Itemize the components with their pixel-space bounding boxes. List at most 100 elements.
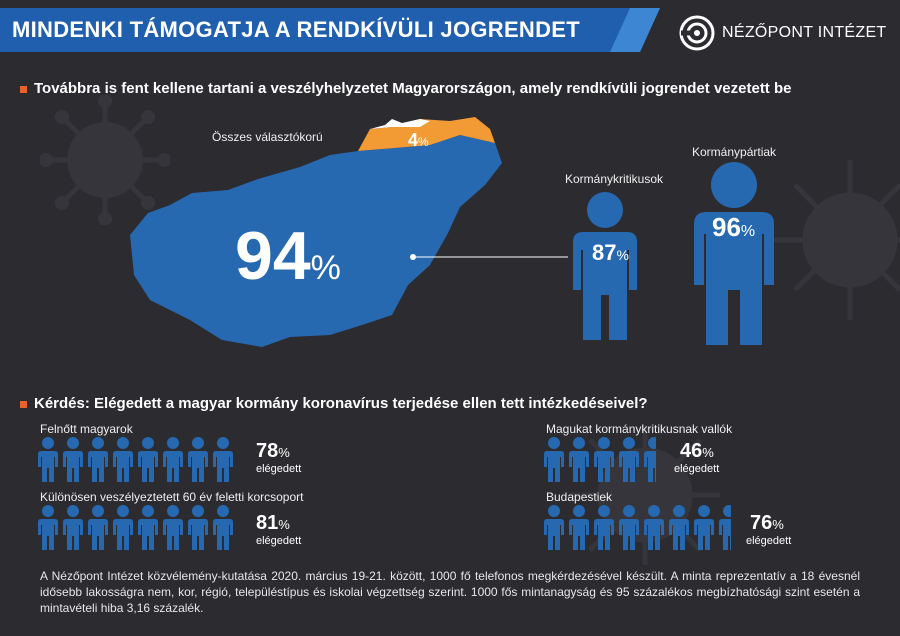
value-kritikus-87: 87% [592, 240, 629, 265]
value-60-ev-81: 81% [256, 512, 290, 534]
section1-question: Továbbra is fent kellene tartani a veszé… [34, 80, 792, 97]
pictogram-person [594, 505, 614, 550]
label-kormanykritikusok: Kormánykritikusok [565, 172, 664, 186]
value-kritikusnak-46: 46% [680, 440, 714, 462]
pictogram-person-body [213, 451, 233, 482]
pictogram-person-head [598, 505, 610, 517]
pictogram-person [694, 505, 714, 550]
pictogram-budapestiek [544, 505, 731, 550]
pictogram-person [63, 505, 83, 550]
pictogram-person-body [188, 451, 208, 482]
label-elegedett: elégedett [256, 463, 302, 475]
pictogram-person [113, 437, 133, 482]
label-osszes: Összes választókorú [212, 130, 323, 144]
pictogram-person [38, 437, 58, 482]
pictogram-person-body [63, 451, 83, 482]
pictogram-person [138, 437, 158, 482]
pictogram-person [669, 505, 689, 550]
title-banner [0, 8, 660, 52]
footnote: A Nézőpont Intézet közvélemény-kutatása … [40, 569, 860, 615]
pictogram-person-body [38, 519, 58, 550]
pictogram-person [188, 505, 208, 550]
pictogram-person-body [619, 451, 639, 482]
pictogram-person [163, 437, 183, 482]
pictogram-person [619, 437, 639, 482]
value-parti-96: 96% [712, 212, 756, 242]
pictogram-person-head [142, 505, 154, 517]
pictogram-person-body [544, 519, 564, 550]
label-kormanykritikusnak-vallok: Magukat kormánykritikusnak vallók [546, 422, 733, 436]
pictogram-person-head [92, 437, 104, 449]
pictogram-person-head [623, 437, 635, 449]
pictogram-person-head [192, 437, 204, 449]
pictogram-person-head [92, 505, 104, 517]
pictogram-person-body [569, 451, 589, 482]
value-budapestiek-76: 76% [750, 512, 784, 534]
label-elegedett: elégedett [674, 463, 720, 475]
pictogram-person-head [548, 437, 560, 449]
value-osszes-94: 94% [235, 218, 341, 294]
label-kormanypartiak: Kormánypártiak [692, 145, 777, 159]
pictogram-person-body [88, 519, 108, 550]
pictogram-person-body [63, 519, 83, 550]
nezopont-logo-icon [679, 15, 715, 51]
pictogram-person-head [548, 505, 560, 517]
pictogram-person-body [694, 519, 714, 550]
pictogram-person-partial [719, 505, 731, 550]
pictogram-person-head [598, 437, 610, 449]
pictogram-person [544, 505, 564, 550]
value-number: 76 [750, 512, 773, 534]
pictogram-person-body [163, 451, 183, 482]
value-number: 87 [592, 240, 617, 265]
pictogram-person-body [38, 451, 58, 482]
pictogram-person-head [648, 505, 660, 517]
pictogram-person-body [163, 519, 183, 550]
virus-decoration-bottom [570, 425, 720, 565]
label-elegedett: elégedett [256, 535, 302, 547]
pictogram-person-head [167, 505, 179, 517]
pictogram-person-head [42, 505, 54, 517]
pictogram-person-body [138, 519, 158, 550]
value-nem-4: 4% [408, 130, 429, 150]
value-number: 4 [408, 130, 419, 150]
pictogram-person-body [644, 519, 664, 550]
pictogram-person [38, 505, 58, 550]
pictogram-person [569, 437, 589, 482]
pictogram-person-body [569, 519, 589, 550]
pictogram-person-head [117, 437, 129, 449]
pictogram-person [113, 505, 133, 550]
pictogram-person [213, 437, 233, 482]
pictogram-person-body [619, 519, 639, 550]
pictogram-person-body [719, 519, 731, 550]
pictogram-person [594, 437, 614, 482]
pictogram-person-body [213, 519, 233, 550]
value-number: 46 [680, 440, 703, 462]
pictogram-person-head [117, 505, 129, 517]
pictogram-person-head [217, 437, 229, 449]
value-number: 78 [256, 440, 279, 462]
pictogram-person-head [673, 505, 685, 517]
pictogram-person-body [594, 519, 614, 550]
pictogram-person [569, 505, 589, 550]
pictogram-60-ev-feletti [38, 505, 233, 550]
pictogram-person-body [113, 519, 133, 550]
pictogram-person-body [594, 451, 614, 482]
pictogram-person-body [644, 451, 656, 482]
pictogram-person [88, 505, 108, 550]
pictogram-person [213, 505, 233, 550]
pictogram-person [88, 437, 108, 482]
pictogram-person-partial [644, 437, 656, 482]
pictogram-person-head [142, 437, 154, 449]
pictogram-kritikusnak-vallok [544, 437, 656, 482]
pictogram-person-head [573, 437, 585, 449]
value-number: 96 [712, 212, 741, 242]
pictogram-person [544, 437, 564, 482]
pictogram-person-head [192, 505, 204, 517]
pictogram-person-head [648, 437, 656, 449]
pictogram-person-head [67, 505, 79, 517]
value-number: 81 [256, 512, 279, 534]
pictogram-person-head [167, 437, 179, 449]
pictogram-person [188, 437, 208, 482]
pictogram-felnott [38, 437, 233, 482]
page-title: MINDENKI TÁMOGATJA A RENDKÍVÜLI JOGRENDE… [12, 17, 581, 42]
